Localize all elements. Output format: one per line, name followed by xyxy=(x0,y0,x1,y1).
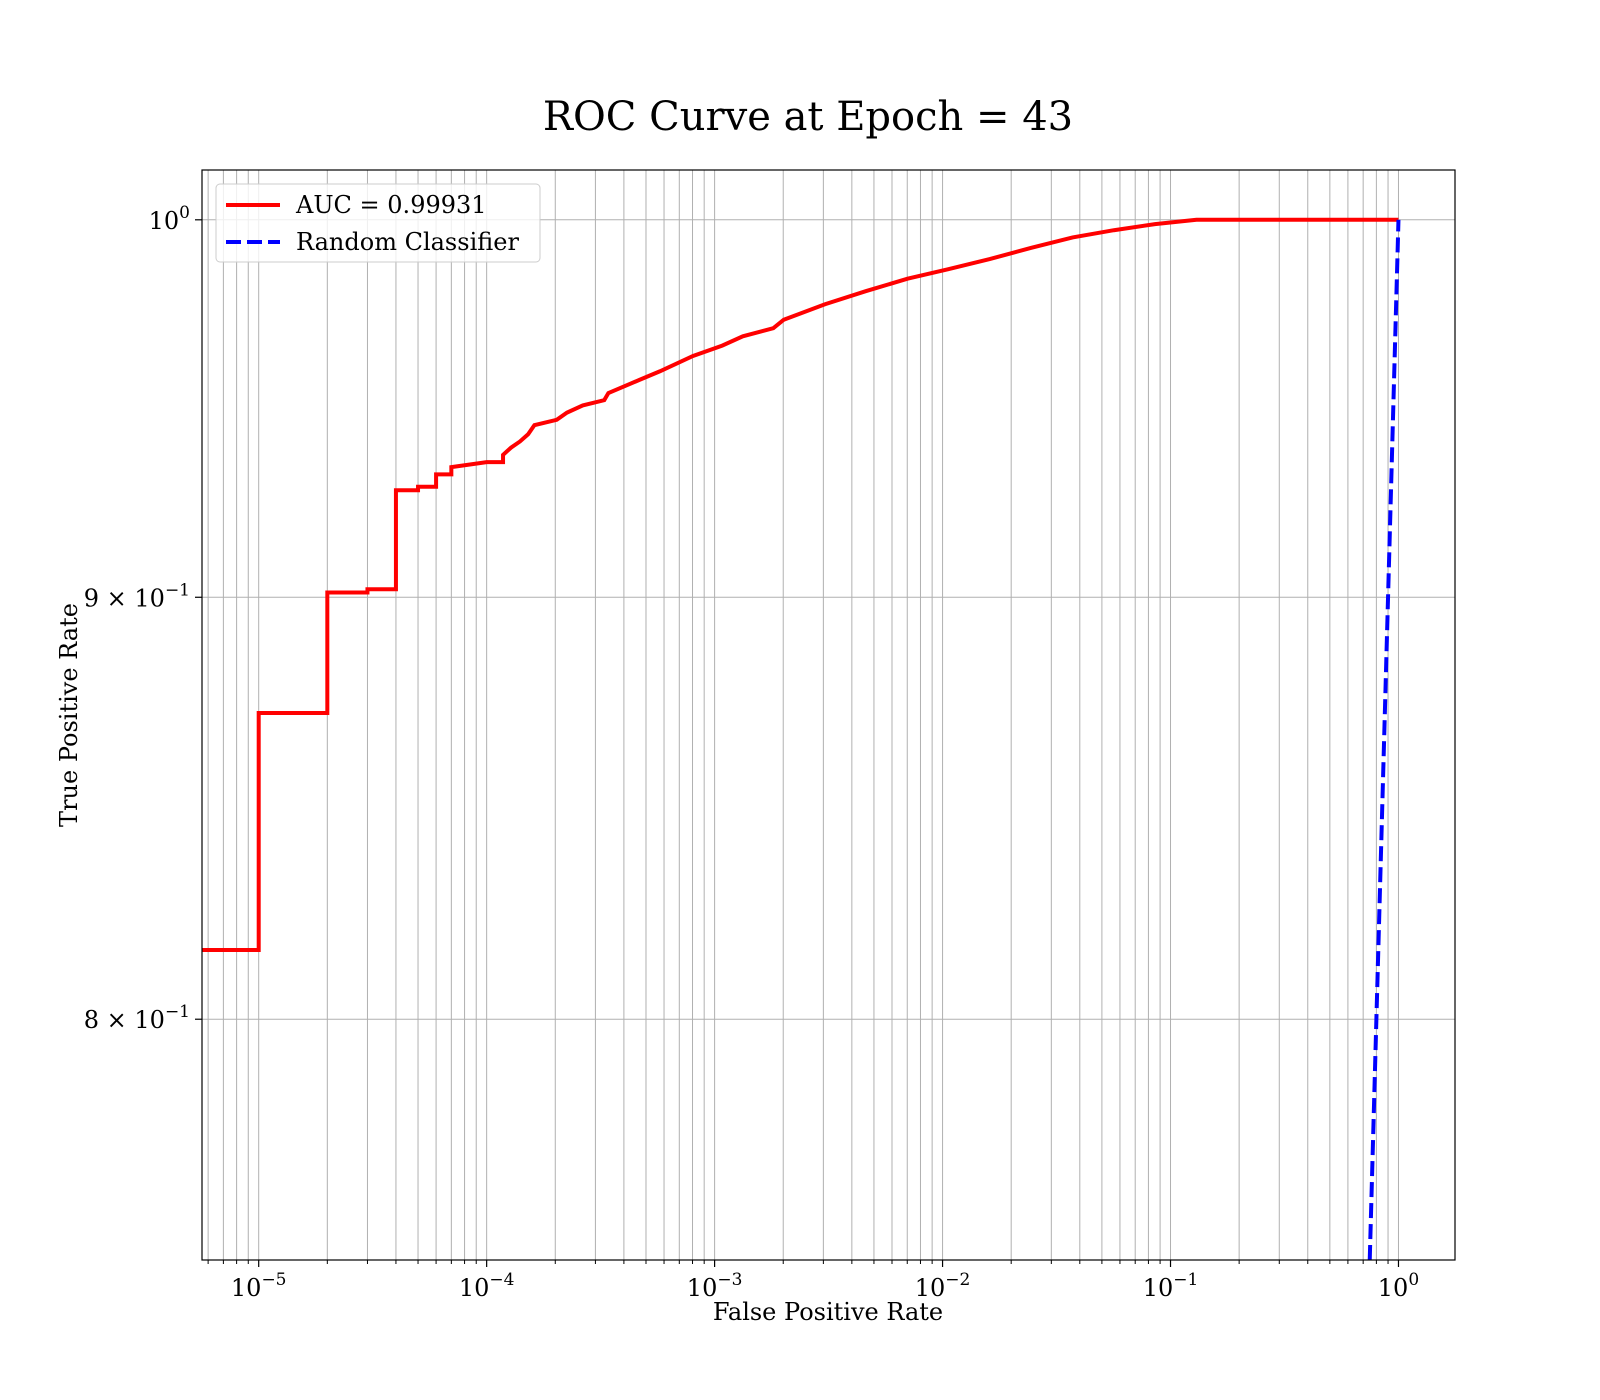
y-tick-label-base: 9 × 10 xyxy=(84,584,165,612)
x-tick-label: 100 xyxy=(1378,1270,1419,1302)
y-tick-label: 9 × 10−1 xyxy=(84,580,190,612)
x-tick-label: 10−1 xyxy=(1143,1270,1199,1302)
x-tick-label-exponent: 0 xyxy=(1408,1270,1419,1290)
y-tick-label-base: 10 xyxy=(149,207,180,235)
x-tick-label-base: 10 xyxy=(231,1274,262,1302)
x-tick-label: 10−5 xyxy=(231,1270,287,1302)
x-tick-label-base: 10 xyxy=(459,1274,490,1302)
legend-label: Random Classifier xyxy=(296,228,519,256)
x-tick-label-base: 10 xyxy=(915,1274,946,1302)
x-tick-label-exponent: −1 xyxy=(1173,1270,1198,1290)
x-tick-label-exponent: −4 xyxy=(489,1270,514,1290)
x-tick-label-base: 10 xyxy=(1143,1274,1174,1302)
chart-title: ROC Curve at Epoch = 43 xyxy=(543,94,1073,140)
x-tick-label: 10−3 xyxy=(687,1270,743,1302)
legend: AUC = 0.99931 Random Classifier xyxy=(215,183,541,263)
plot-lines xyxy=(202,217,1401,1260)
y-tick-label: 100 xyxy=(149,203,190,235)
x-tick-label-exponent: −5 xyxy=(261,1270,286,1290)
y-axis-label: True Positive Rate xyxy=(55,603,83,827)
x-tick-label: 10−4 xyxy=(459,1270,515,1302)
x-tick-label-exponent: −3 xyxy=(717,1270,742,1290)
x-tick-label: 10−2 xyxy=(915,1270,971,1302)
legend-label: AUC = 0.99931 xyxy=(295,191,487,219)
x-tick-label-base: 10 xyxy=(687,1274,718,1302)
series-line xyxy=(202,217,1399,953)
x-axis-label: False Positive Rate xyxy=(713,1298,943,1326)
legend-box xyxy=(215,183,541,263)
y-tick-label-exponent: 0 xyxy=(179,203,190,223)
y-tick-label-exponent: −1 xyxy=(165,580,190,600)
y-tick-label-exponent: −1 xyxy=(165,1002,190,1022)
y-tick-label: 8 × 10−1 xyxy=(84,1002,190,1034)
x-tick-label-base: 10 xyxy=(1378,1274,1409,1302)
plot-frame xyxy=(201,169,1456,1261)
grid xyxy=(202,170,1455,1260)
x-tick-label-exponent: −2 xyxy=(945,1270,970,1290)
y-tick-label-base: 8 × 10 xyxy=(84,1006,165,1034)
series-line xyxy=(1367,219,1401,1260)
